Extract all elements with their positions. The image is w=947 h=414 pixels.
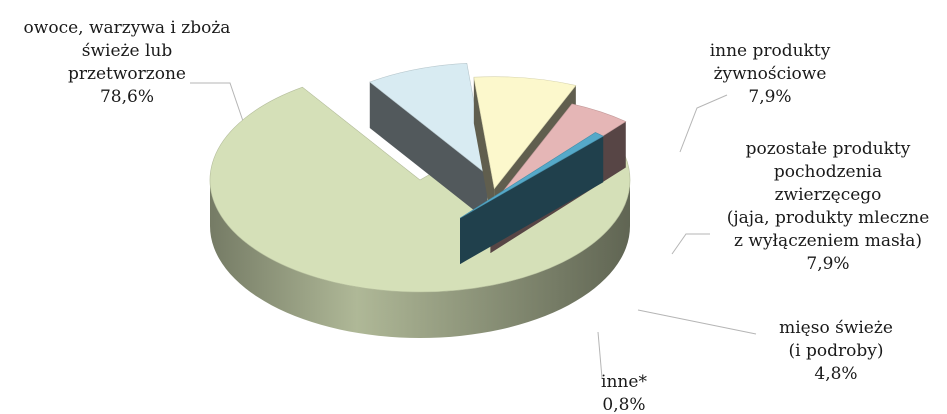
- slice-food-cut-face-1: [369, 81, 488, 221]
- slice-label-food: inne produkty żywnościowe 7,9%: [680, 40, 860, 109]
- leader-line-1: [190, 82, 245, 125]
- slice-label-other-line-1: inne*: [601, 372, 647, 392]
- slice-value-other: 0,8%: [602, 395, 646, 414]
- leader-lines: [190, 82, 757, 379]
- pie-slices: [209, 63, 631, 338]
- leader-line-3: [671, 233, 710, 255]
- slice-label-fruit-line-3: przetworzone: [68, 64, 186, 84]
- slice-food-top: [369, 63, 488, 176]
- slice-value-food: 7,9%: [748, 87, 792, 107]
- slice-label-meat-line-1: mięso świeże: [779, 318, 893, 338]
- slice-value-animal: 7,9%: [806, 254, 850, 274]
- slice-other-cut-face-2: [460, 136, 604, 265]
- slice-animal-top: [473, 76, 577, 190]
- slice-label-food-line-2: żywnościowe: [713, 64, 827, 84]
- slice-label-fruit-line-2: świeże lub: [81, 41, 173, 61]
- slice-label-animal-line-5: z wyłączeniem masła): [734, 231, 922, 251]
- slice-other-top: [459, 132, 604, 219]
- slice-label-meat-line-2: (i podroby): [788, 341, 884, 361]
- slice-other: [459, 132, 604, 265]
- slice-food: [369, 63, 488, 221]
- slice-label-animal-line-3: zwierzęcego: [774, 185, 882, 205]
- slice-value-fruit: 78,6%: [99, 87, 154, 107]
- slice-label-animal: pozostałe produkty pochodzenia zwierzęce…: [708, 138, 947, 276]
- slice-label-animal-line-4: (jaja, produkty mleczne: [726, 208, 930, 228]
- slice-label-meat: mięso świeże (i podroby) 4,8%: [756, 317, 916, 386]
- slice-label-animal-line-1: pozostałe produkty: [745, 139, 911, 159]
- slice-label-food-line-1: inne produkty: [709, 41, 831, 61]
- leader-line-2: [679, 94, 728, 153]
- slice-label-other: inne* 0,8%: [584, 371, 664, 414]
- leader-line-5: [597, 331, 603, 379]
- slice-fruit-rim: [210, 180, 630, 338]
- slice-value-meat: 4,8%: [814, 364, 858, 384]
- slice-animal-cut-face-1: [473, 77, 495, 235]
- slice-label-fruit: owoce, warzywa i zboża świeże lub przetw…: [8, 17, 246, 109]
- slice-label-fruit-line-1: owoce, warzywa i zboża: [23, 18, 231, 38]
- slice-label-animal-line-2: pochodzenia: [773, 162, 883, 182]
- leader-line-4: [637, 309, 757, 335]
